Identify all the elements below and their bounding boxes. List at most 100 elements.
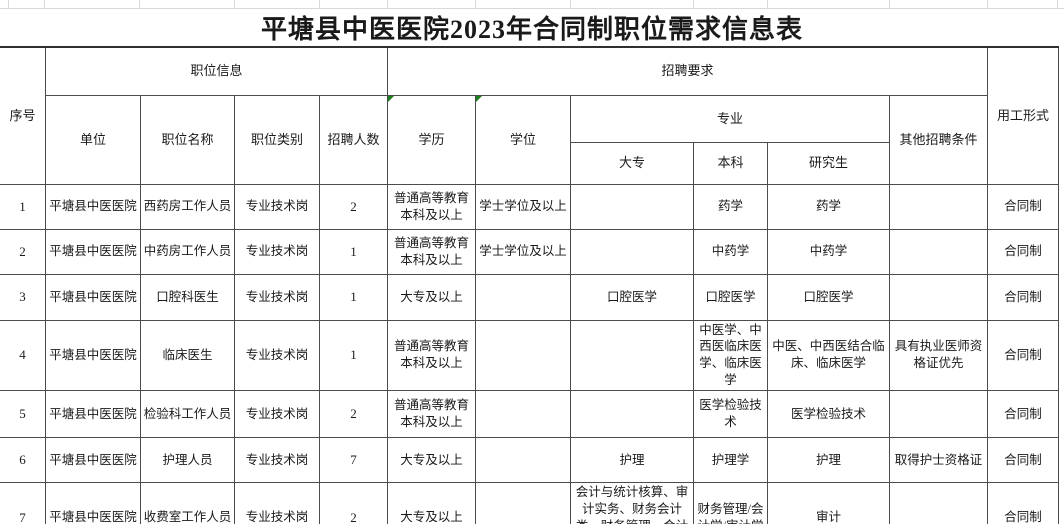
cell-other (889, 273, 989, 321)
page-title: 平塘县中医医院2023年合同制职位需求信息表 (260, 15, 803, 44)
col-header-degree: 学位 (475, 94, 572, 185)
cell-bachelor: 医学检验技术 (693, 390, 769, 438)
cell-position: 护理人员 (140, 437, 235, 483)
cell-position: 口腔科医生 (140, 273, 235, 321)
gridline (1057, 0, 1058, 8)
cell-degree (475, 273, 572, 321)
cell-employment: 合同制 (987, 183, 1060, 230)
cell-graduate: 审计 (767, 482, 891, 524)
col-header-employment-type: 用工形式 (987, 46, 1060, 185)
col-header-serial: 序号 (0, 46, 46, 185)
col-header-recruit-count: 招聘人数 (318, 94, 389, 185)
cell-employment: 合同制 (987, 437, 1060, 483)
cell-unit: 平塘县中医医院 (45, 183, 141, 230)
cell-count: 1 (318, 273, 389, 321)
cell-category: 专业技术岗 (234, 183, 320, 230)
cell-degree: 学士学位及以上 (475, 228, 572, 275)
cell-employment: 合同制 (987, 273, 1060, 321)
cell-bachelor: 中药学 (693, 228, 769, 275)
cell-college (570, 390, 695, 438)
col-header-degree-label: 学位 (510, 131, 537, 147)
gridline (693, 0, 694, 8)
cell-unit: 平塘县中医医院 (45, 437, 141, 483)
cell-position: 检验科工作人员 (140, 390, 235, 438)
cell-no: 4 (0, 319, 46, 391)
cell-other (889, 482, 989, 524)
cell-category: 专业技术岗 (234, 273, 320, 321)
cell-count: 2 (318, 390, 389, 438)
gridline (139, 0, 140, 8)
col-header-college: 大专 (570, 141, 695, 185)
cell-employment: 合同制 (987, 319, 1060, 391)
col-header-education: 学历 (387, 94, 477, 185)
cell-employment: 合同制 (987, 390, 1060, 438)
col-header-recruit-requirements: 招聘要求 (387, 46, 989, 96)
error-indicator-icon (476, 96, 483, 102)
cell-bachelor: 药学 (693, 183, 769, 230)
gridline (319, 0, 320, 8)
cell-no: 6 (0, 437, 46, 483)
cell-college (570, 228, 695, 275)
error-indicator-icon (388, 96, 395, 102)
header-row-3: 大专 本科 研究生 (0, 141, 1059, 185)
cell-no: 5 (0, 390, 46, 438)
cell-category: 专业技术岗 (234, 319, 320, 391)
cell-unit: 平塘县中医医院 (45, 319, 141, 391)
gridline (889, 0, 890, 8)
table-row: 3 平塘县中医医院 口腔科医生 专业技术岗 1 大专及以上 口腔医学 口腔医学 口腔医学 合同制 (0, 273, 1060, 321)
cell-other (889, 183, 989, 230)
cell-position: 收费室工作人员 (140, 482, 235, 524)
cell-no: 7 (0, 482, 46, 524)
col-header-bachelor: 本科 (693, 141, 769, 185)
cell-count: 1 (318, 319, 389, 391)
gridline (387, 0, 388, 8)
cell-bachelor: 中医学、中西医临床医学、临床医学 (693, 319, 769, 391)
gridline (44, 0, 45, 8)
cell-degree (475, 482, 572, 524)
cell-graduate: 中药学 (767, 228, 891, 275)
table-row: 2 平塘县中医医院 中药房工作人员 专业技术岗 1 普通高等教育本科及以上 学士学位及以上 中… (0, 228, 1060, 275)
cell-education: 大专及以上 (387, 273, 477, 321)
cell-category: 专业技术岗 (234, 482, 320, 524)
cell-other (889, 228, 989, 275)
gridline (570, 0, 571, 8)
col-header-position-info: 职位信息 (44, 46, 389, 96)
cell-unit: 平塘县中医医院 (45, 482, 141, 524)
table-row: 6 平塘县中医医院 护理人员 专业技术岗 7 大专及以上 护理 护理学 护理 取得护士资格证 合同制 (0, 437, 1060, 483)
cell-graduate: 口腔医学 (767, 273, 891, 321)
cell-employment: 合同制 (987, 228, 1060, 275)
table-row: 4 平塘县中医医院 临床医生 专业技术岗 1 普通高等教育本科及以上 中医学、中西医临床医学… (0, 319, 1060, 391)
gridline (475, 0, 476, 8)
cell-bachelor: 口腔医学 (693, 273, 769, 321)
cell-graduate: 中医、中西医结合临床、临床医学 (767, 319, 891, 391)
cell-count: 2 (318, 183, 389, 230)
cell-count: 7 (318, 437, 389, 483)
col-header-education-label: 学历 (418, 131, 445, 147)
cell-position: 临床医生 (140, 319, 235, 391)
header-row-2: 单位 职位名称 职位类别 招聘人数 学历 学位 专业 其他招聘条件 (0, 94, 1059, 185)
header-row-1: 序号 职位信息 招聘要求 用工形式 (0, 46, 1060, 185)
cell-other: 具有执业医师资格证优先 (889, 319, 989, 391)
cell-degree (475, 437, 572, 483)
cell-degree (475, 319, 572, 391)
cell-position: 中药房工作人员 (140, 228, 235, 275)
cell-bachelor: 财务管理/会计学/审计学 (693, 482, 769, 524)
cell-unit: 平塘县中医医院 (45, 273, 141, 321)
gridline (767, 0, 768, 8)
cell-count: 2 (318, 482, 389, 524)
table-body: 1 平塘县中医医院 西药房工作人员 专业技术岗 2 普通高等教育本科及以上 学士学位及以上药… (0, 183, 1060, 524)
cell-other (889, 390, 989, 438)
cell-no: 2 (0, 228, 46, 275)
cell-college: 护理 (570, 437, 695, 483)
cell-graduate: 护理 (767, 437, 891, 483)
cell-college (570, 183, 695, 230)
table-row: 7 平塘县中医医院 收费室工作人员 专业技术岗 2 大专及以上 会计与统计核算、审计实务、财… (0, 482, 1060, 524)
spreadsheet-gridline-strip (0, 0, 1064, 9)
cell-employment: 合同制 (987, 482, 1060, 524)
cell-college: 会计与统计核算、审计实务、财务会计类、财务管理、会计与统计核算 (570, 482, 695, 524)
cell-category: 专业技术岗 (234, 390, 320, 438)
cell-college (570, 319, 695, 391)
gridline (234, 0, 235, 8)
gridline (8, 0, 9, 8)
